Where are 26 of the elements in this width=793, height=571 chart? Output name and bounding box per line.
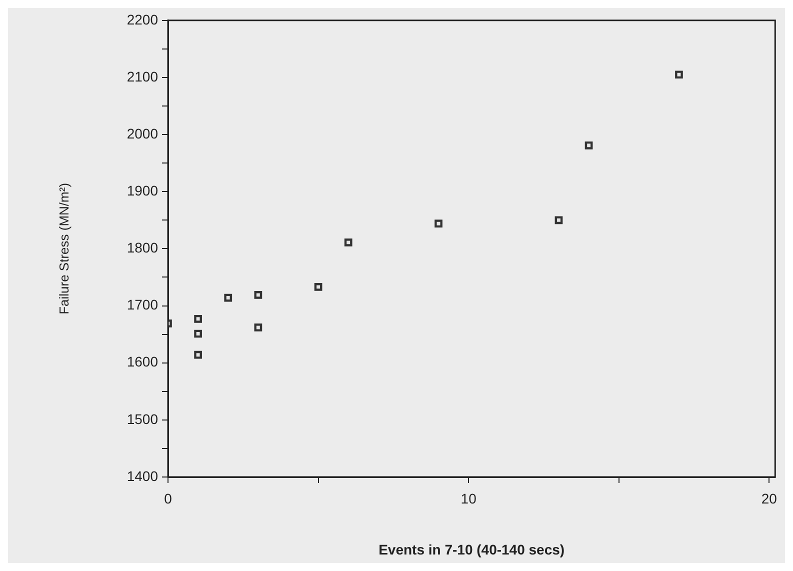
x-axis-title: Events in 7-10 (40-140 secs) [378, 541, 565, 558]
y-tick-label: 1700 [126, 296, 158, 313]
point [584, 141, 593, 150]
point [254, 291, 262, 299]
x-tick-label: 20 [761, 490, 778, 506]
point [434, 220, 442, 228]
point [554, 216, 563, 224]
point [344, 238, 352, 246]
y-tick-label: 2000 [126, 125, 158, 142]
x-tick-label: 10 [460, 490, 477, 506]
y-tick-label: 1600 [126, 354, 158, 370]
y-tick-label: 2200 [126, 11, 158, 28]
point [224, 294, 232, 302]
point [675, 70, 683, 79]
point [194, 314, 202, 323]
point [314, 283, 322, 291]
x-tick-label: 0 [164, 490, 172, 506]
point [254, 324, 262, 332]
point [194, 330, 202, 338]
y-tick-label: 1900 [126, 182, 158, 198]
y-tick-label: 1800 [126, 240, 158, 256]
y-tick-label: 2100 [126, 68, 158, 84]
y-tick-label: 1400 [126, 468, 158, 484]
y-axis-title: Failure Stress (MN/m²) [56, 182, 72, 314]
y-tick-label: 1500 [126, 410, 158, 427]
point [194, 350, 202, 359]
